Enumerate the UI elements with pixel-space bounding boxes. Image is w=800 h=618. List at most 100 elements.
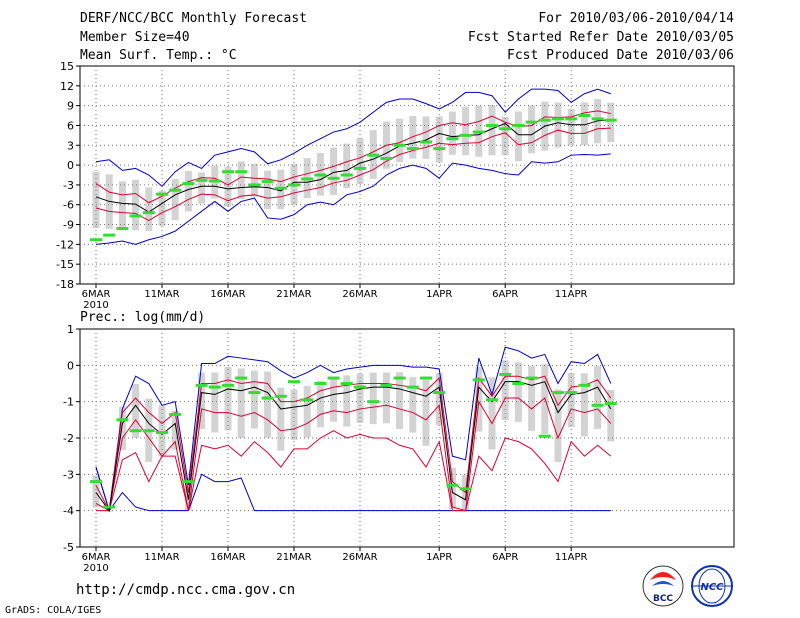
prec-q75-line xyxy=(95,375,612,513)
member-size: Member Size=40 xyxy=(80,30,190,45)
temp-y-tick-label: 9 xyxy=(67,100,74,113)
temp-spread-box xyxy=(554,102,562,148)
prec-spread-box xyxy=(237,368,245,439)
prec-spread-box xyxy=(290,389,298,440)
prec-spread-box xyxy=(316,380,324,428)
temp-spread-box xyxy=(567,108,575,146)
prec-spread-box xyxy=(514,362,522,423)
temp-panel-title: Mean Surf. Temp.: °C xyxy=(80,48,237,63)
temp-spread-box xyxy=(132,179,140,231)
ncc-logo: NCC xyxy=(691,565,733,607)
temp-x-tick-label: 26MAR xyxy=(342,289,377,300)
prec-q25-line xyxy=(95,397,612,512)
prec-low-line xyxy=(96,430,612,512)
temp-spread-box xyxy=(448,111,456,155)
temp-spread-box xyxy=(145,187,153,232)
temp-spread-box xyxy=(356,138,364,185)
temp-spread-box xyxy=(118,181,126,229)
temp-y-tick-label: 0 xyxy=(67,159,74,172)
temp-x-tick-label: 11MAR xyxy=(144,289,179,300)
temp-x-tick-label: 6MAR xyxy=(82,289,111,300)
temp-x-tick-sublabel: 2010 xyxy=(83,300,108,311)
prec-spread-box xyxy=(594,365,602,429)
temp-y-tick-label: -9 xyxy=(63,219,74,232)
prec-spread-box xyxy=(211,372,219,433)
bcc-logo: BCC xyxy=(642,565,684,607)
bcc-logo-swirl-red xyxy=(650,572,676,580)
prec-spread-box xyxy=(528,365,536,431)
prec-spread-box xyxy=(554,389,562,462)
prec-spread-box xyxy=(303,386,311,438)
prec-max-line xyxy=(95,346,612,511)
temp-y-tick-label: 3 xyxy=(67,139,74,152)
prec-y-tick-label: -3 xyxy=(63,468,74,481)
temp-spread-box xyxy=(422,116,430,159)
prec-spread-box xyxy=(488,377,496,450)
temp-spread-box xyxy=(501,116,509,156)
prec-spread-box xyxy=(607,390,615,442)
temp-spread-box xyxy=(250,163,258,197)
prec-spread-box xyxy=(132,384,140,438)
temp-q75-line xyxy=(95,110,611,204)
prec-panel-title: Prec.: log(mm/d) xyxy=(80,310,206,325)
prec-x-tick-label: 21MAR xyxy=(276,552,311,563)
temp-spread-box xyxy=(184,171,192,212)
temp-y-tick-label: 6 xyxy=(67,119,74,132)
temp-spread-box xyxy=(92,171,100,229)
temp-spread-box xyxy=(514,111,522,162)
prec-spread-box xyxy=(567,373,575,427)
footer-url: http://cmdp.ncc.cma.gov.cn xyxy=(76,582,296,598)
temp-y-tick-label: -18 xyxy=(56,278,74,291)
temp-x-tick-label: 16MAR xyxy=(210,289,245,300)
temp-spread-box xyxy=(462,106,470,156)
prec-spread-box xyxy=(330,377,338,422)
temp-y-tick-label: -3 xyxy=(63,179,74,192)
prec-spread-box xyxy=(171,410,179,450)
prec-spread-box xyxy=(369,372,377,425)
prec-spread-box xyxy=(475,367,483,432)
temp-spread-box xyxy=(237,161,245,200)
started-date: Fcst Started Refer Date 2010/03/05 xyxy=(467,30,734,45)
temp-spread-box xyxy=(528,105,536,154)
prec-y-tick-label: 1 xyxy=(67,323,74,336)
prec-x-tick-label: 1APR xyxy=(426,552,452,563)
temp-y-tick-label: 15 xyxy=(60,60,74,73)
prec-spread-box xyxy=(92,475,100,508)
bcc-logo-swirl-blue xyxy=(652,581,674,586)
temp-y-tick-label: -6 xyxy=(63,199,74,212)
prec-y-tick-label: -2 xyxy=(63,432,74,445)
temp-spread-box xyxy=(396,118,404,163)
prec-spread-box xyxy=(264,371,272,438)
prec-x-tick-label: 11APR xyxy=(555,552,588,563)
prec-spread-box xyxy=(250,370,258,429)
produced-date: Fcst Produced Date 2010/03/06 xyxy=(507,48,734,63)
temp-median-line xyxy=(95,119,611,213)
prec-spread-box xyxy=(277,387,285,451)
forecast-range: For 2010/03/06-2010/04/14 xyxy=(538,11,734,26)
temp-x-tick-label: 21MAR xyxy=(276,289,311,300)
temp-spread-box xyxy=(330,147,338,195)
bcc-logo-circle xyxy=(642,565,684,607)
prec-y-tick-label: -4 xyxy=(63,505,74,518)
temp-spread-box xyxy=(158,190,166,226)
temp-spread-box xyxy=(171,179,179,221)
prec-spread-box xyxy=(382,372,390,424)
temp-spread-box xyxy=(607,102,615,143)
prec-y-tick-label: -5 xyxy=(63,541,74,554)
grads-credit: GrADS: COLA/IGES xyxy=(5,605,102,616)
temp-x-tick-label: 6APR xyxy=(492,289,518,300)
temp-y-tick-label: 12 xyxy=(60,80,74,93)
temp-spread-box xyxy=(580,102,588,146)
prec-spread-box xyxy=(501,360,509,421)
prec-spread-box xyxy=(435,373,443,426)
temp-y-tick-label: -15 xyxy=(56,258,74,271)
temp-spread-box xyxy=(343,143,351,189)
ncc-logo-text: NCC xyxy=(700,582,724,593)
temp-spread-box xyxy=(435,116,443,163)
bcc-logo-text: BCC xyxy=(653,594,673,604)
temp-spread-box xyxy=(264,170,272,210)
temp-spread-box xyxy=(409,115,417,159)
prec-spread-box xyxy=(158,405,166,457)
prec-x-tick-label: 6MAR xyxy=(82,552,111,563)
